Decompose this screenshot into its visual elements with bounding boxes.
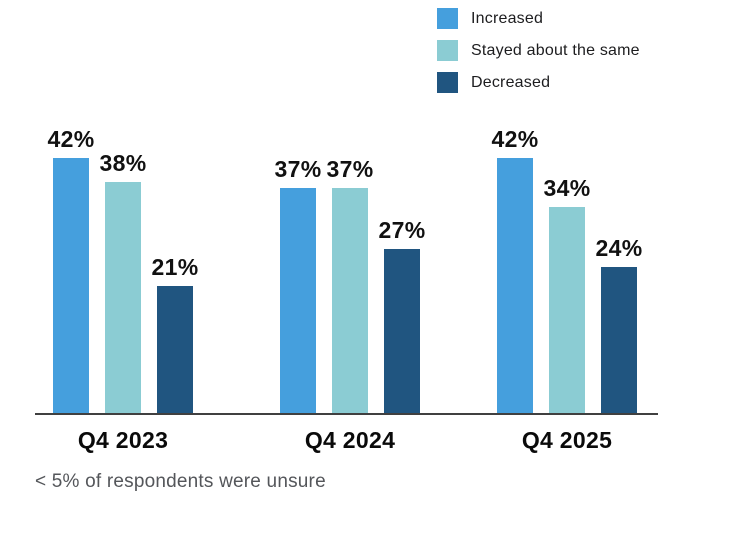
chart-footnote: < 5% of respondents were unsure <box>35 471 326 492</box>
bar-value-label: 21% <box>151 254 199 280</box>
legend-item-decreased: Decreased <box>437 72 640 93</box>
bar-group-3-decreased: 24% <box>596 237 642 413</box>
bar <box>280 188 316 413</box>
bar-value-label: 37% <box>326 156 374 182</box>
bar-value-label: 24% <box>595 235 643 261</box>
bar-group-2-increased: 37% <box>275 158 321 413</box>
legend-swatch-stayed-same-icon <box>437 40 458 61</box>
legend-label-stayed-same: Stayed about the same <box>471 41 640 59</box>
bar-value-label: 34% <box>543 175 591 201</box>
bar <box>332 188 368 413</box>
bar-group-1-increased: 42% <box>48 128 94 413</box>
bar <box>601 267 637 413</box>
bar <box>157 286 193 413</box>
bar <box>549 207 585 413</box>
bar-group-1-stayed-about-the-same: 38% <box>100 152 146 413</box>
legend-item-increased: Increased <box>437 8 640 29</box>
bar-value-label: 42% <box>47 126 95 152</box>
bar-value-label: 27% <box>378 217 426 243</box>
legend-item-stayed-same: Stayed about the same <box>437 40 640 61</box>
bar-group-3-increased: 42% <box>492 128 538 413</box>
bar-group-2-stayed-about-the-same: 37% <box>327 158 373 413</box>
bar-group-1-decreased: 21% <box>152 256 198 413</box>
bar <box>105 182 141 413</box>
bar-value-label: 42% <box>491 126 539 152</box>
legend: Increased Stayed about the same Decrease… <box>437 8 640 93</box>
legend-swatch-increased-icon <box>437 8 458 29</box>
bar <box>384 249 420 413</box>
bar-value-label: 37% <box>274 156 322 182</box>
x-axis-line <box>35 413 658 415</box>
legend-label-increased: Increased <box>471 9 544 27</box>
legend-swatch-decreased-icon <box>437 72 458 93</box>
legend-label-decreased: Decreased <box>471 73 551 91</box>
x-axis-label-q4-2023: Q4 2023 <box>77 427 169 453</box>
bar-group-3-stayed-about-the-same: 34% <box>544 177 590 413</box>
x-axis-label-q4-2024: Q4 2024 <box>304 427 396 453</box>
bar <box>497 158 533 413</box>
bar <box>53 158 89 413</box>
bar-value-label: 38% <box>99 150 147 176</box>
bar-group-2-decreased: 27% <box>379 219 425 413</box>
x-axis-label-q4-2025: Q4 2025 <box>521 427 613 453</box>
